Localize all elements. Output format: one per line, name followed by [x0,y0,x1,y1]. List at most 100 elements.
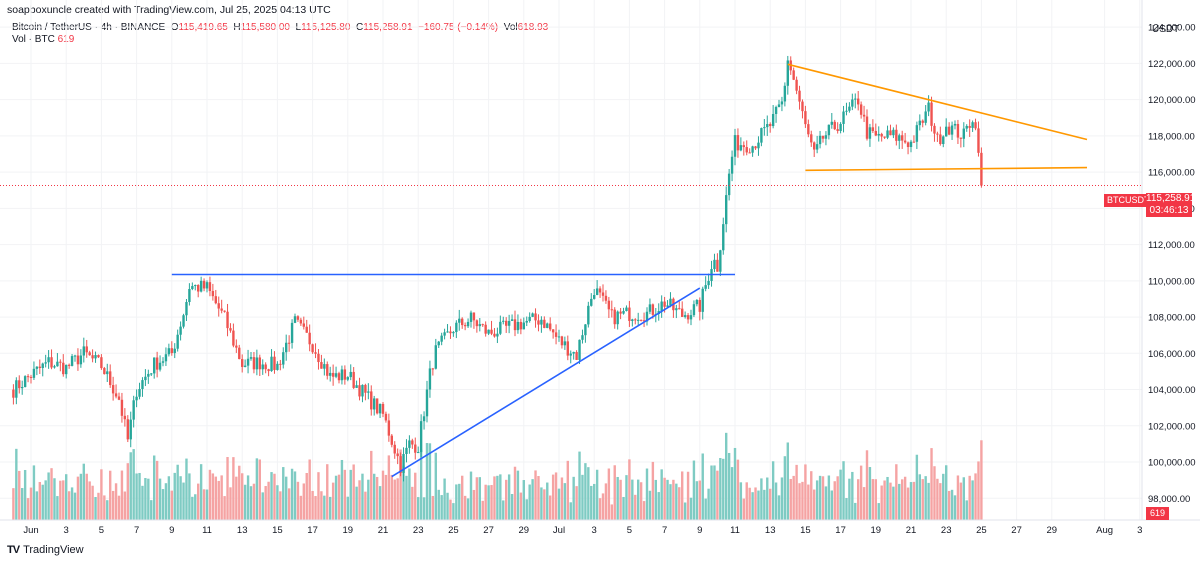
candle-body [38,366,41,369]
candle-body [619,311,622,314]
volume-bar [323,495,326,520]
volume-bar [801,481,804,520]
currency-label[interactable]: USDT [1152,24,1180,35]
volume-bar [707,488,710,520]
volume-bar [194,494,197,520]
volume-bar [543,489,546,520]
time-tick-label: Jun [23,525,38,536]
candle-body [851,99,854,107]
candle-body [590,298,593,306]
candle-body [135,396,138,401]
volume-bar [598,498,602,520]
volume-bar [739,482,743,520]
candle-body [842,111,845,124]
volume-bar [824,486,828,520]
volume-bar [82,463,85,520]
candle-body [217,303,220,309]
candle-body [622,311,625,314]
volume-bar [751,492,754,520]
candle-body [437,341,440,346]
candle-body [701,288,704,312]
volume-bar [97,492,100,520]
volume-bar [241,473,244,520]
candle-body [645,311,649,322]
volume-bar [566,460,569,520]
candle-body [384,413,388,421]
candle-body [625,307,628,312]
candle-body [769,124,772,127]
volume-bar [854,502,857,520]
candle-body [352,371,355,388]
volume-bar [452,503,455,520]
candle-body [305,326,308,333]
volume-bar [974,473,977,520]
volume-bar [906,487,910,520]
volume-bar [496,475,499,520]
candle-body [848,106,851,111]
candle-body [53,366,56,368]
bar-countdown: 03:46:13 [1149,205,1189,216]
candle-body [238,347,241,360]
candle-body [593,295,596,299]
volume-bar [971,480,974,520]
candle-body [818,135,822,145]
volume-bar [903,476,907,520]
volume-bar [549,495,552,520]
candle-body [408,440,411,448]
candle-body [208,282,212,292]
volume-bar [475,477,479,520]
candle-body [889,130,892,136]
candle-body [892,129,895,136]
volume-bar [581,474,584,520]
volume-bar [478,477,481,520]
volume-bar [651,461,655,520]
candle-body [774,107,778,114]
candle-body [880,133,883,137]
volume-bar [836,476,839,520]
candle-body [126,419,129,440]
candle-body [141,380,144,390]
candle-body [370,391,373,410]
volume-bar [223,496,226,520]
candle-body [205,282,209,289]
time-tick-label: 23 [941,525,952,536]
volume-bar [490,485,493,520]
volume-series-name[interactable]: Vol · BTC [12,34,55,45]
candle-body [903,140,907,143]
volume-bar [15,448,18,520]
volume-bar [417,497,420,520]
volume-bar [317,472,320,520]
volume-bar [537,476,540,520]
candle-body [642,320,646,322]
volume-bar [138,472,141,520]
candle-body [906,142,910,148]
volume-bar [672,479,675,520]
volume-bar [918,474,921,520]
volume-bar [865,450,869,520]
candle-body [918,120,921,126]
volume-bar [437,489,440,520]
candle-body [167,348,171,355]
volume-bar [264,486,267,520]
candle-body [601,292,605,296]
volume-bar [663,477,666,520]
candle-body [153,357,156,374]
volume-bar [742,498,745,520]
volume-bar [246,475,250,520]
candle-body [821,135,825,139]
volume-bar [681,471,684,520]
volume-bar [443,478,446,520]
volume-bar [557,488,561,520]
volume-bar [956,475,960,520]
volume-bar [959,482,963,520]
volume-bar [76,476,80,520]
candle-body [578,339,581,360]
candle-body [595,288,599,296]
candle-body [62,362,65,375]
candle-body [695,299,699,305]
volume-bar [795,464,798,520]
candle-body [865,116,869,139]
volume-bar [587,467,590,520]
price-tick-label: 112,000.00 [1148,240,1195,251]
